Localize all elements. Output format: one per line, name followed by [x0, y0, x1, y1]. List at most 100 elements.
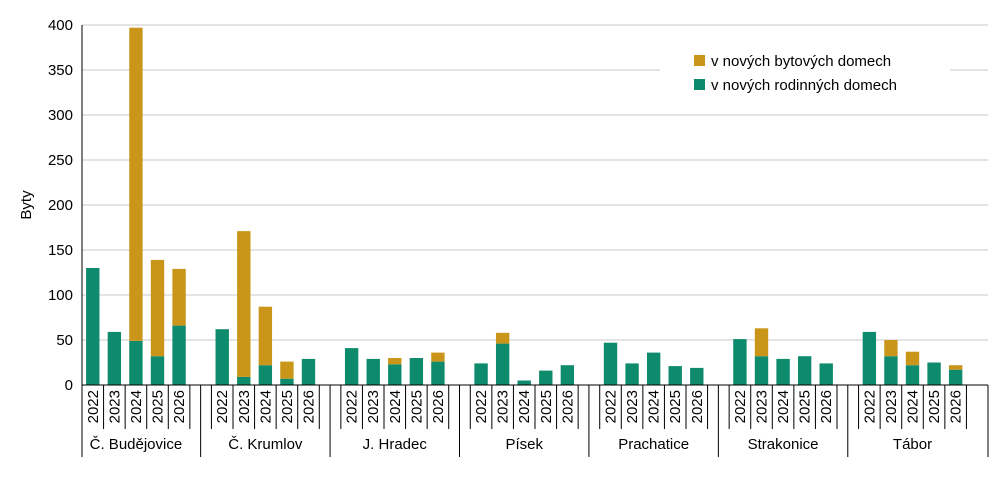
y-tick-label: 350: [48, 62, 73, 79]
x-tick-year-label: 2022: [85, 390, 102, 423]
x-tick-year-label: 2025: [408, 390, 425, 423]
x-tick-year-label: 2024: [516, 390, 533, 423]
x-tick-year-label: 2022: [344, 390, 361, 423]
x-group-label: Písek: [505, 436, 543, 453]
x-tick-year-label: 2024: [128, 390, 145, 423]
x-group-label: Strakonice: [748, 436, 819, 453]
bar-rodinne: [905, 365, 920, 385]
bar-rodinne: [495, 343, 510, 385]
bar-rodinne: [107, 331, 122, 385]
y-tick-label: 400: [48, 17, 73, 34]
x-tick-year-label: 2023: [495, 390, 512, 423]
bar-rodinne: [754, 356, 769, 385]
bar-rodinne: [215, 329, 229, 385]
x-tick-year-label: 2024: [387, 390, 404, 423]
bar-rodinne: [862, 331, 877, 385]
x-tick-year-label: 2022: [732, 390, 749, 423]
legend-label: v nových bytových domech: [711, 53, 891, 70]
bar-rodinne: [690, 367, 704, 385]
bar-rodinne: [431, 361, 445, 385]
x-group-label: J. Hradec: [363, 436, 428, 453]
x-tick-year-label: 2023: [106, 390, 123, 423]
x-tick-year-label: 2022: [861, 390, 878, 423]
x-tick-year-label: 2025: [150, 390, 167, 423]
x-tick-year-label: 2025: [797, 390, 814, 423]
bar-rodinne: [539, 370, 553, 385]
y-tick-label: 100: [48, 287, 73, 304]
x-tick-year-label: 2026: [559, 390, 576, 423]
bar-rodinne: [129, 340, 143, 385]
bar-rodinne: [625, 363, 639, 385]
x-tick-year-label: 2023: [883, 390, 900, 423]
bar-rodinne: [280, 378, 294, 385]
x-group-label: Tábor: [893, 436, 932, 453]
bar-rodinne: [668, 366, 682, 385]
x-tick-year-label: 2024: [646, 390, 663, 423]
x-tick-year-label: 2022: [473, 390, 490, 423]
bar-rodinne: [884, 356, 898, 385]
x-tick-year-label: 2025: [926, 390, 943, 423]
y-tick-label: 300: [48, 107, 73, 124]
y-tick-label: 0: [65, 377, 73, 394]
bar-rodinne: [474, 363, 488, 385]
bar-bytove: [905, 351, 920, 366]
bar-bytove: [258, 306, 273, 366]
x-tick-year-label: 2024: [905, 390, 922, 423]
x-tick-year-label: 2026: [948, 390, 965, 423]
x-tick-year-label: 2025: [667, 390, 684, 423]
bars: [86, 27, 963, 385]
bar-bytove: [431, 352, 445, 362]
y-axis-label: Byty: [18, 190, 35, 220]
bar-rodinne: [366, 358, 380, 385]
bar-rodinne: [409, 358, 424, 385]
bar-rodinne: [388, 364, 402, 385]
bar-rodinne: [344, 348, 359, 385]
x-tick-year-label: 2026: [430, 390, 447, 423]
legend: v nových bytových domech v nových rodinný…: [660, 42, 950, 100]
bar-rodinne: [258, 365, 273, 385]
x-tick-year-label: 2026: [689, 390, 706, 423]
bar-rodinne: [172, 325, 186, 385]
bar-bytove: [754, 328, 769, 357]
y-tick-label: 150: [48, 242, 73, 259]
x-tick-year-label: 2026: [818, 390, 835, 423]
bar-rodinne: [301, 358, 316, 385]
bar-rodinne: [603, 342, 618, 385]
x-tick-year-label: 2026: [301, 390, 318, 423]
legend-label: v nových rodinných domech: [711, 77, 897, 94]
x-tick-year-label: 2024: [257, 390, 274, 423]
bar-rodinne: [776, 358, 790, 385]
y-tick-label: 200: [48, 197, 73, 214]
bar-rodinne: [560, 365, 575, 385]
x-tick-year-label: 2026: [171, 390, 188, 423]
gridlines: [82, 24, 988, 341]
bar-bytove: [884, 340, 898, 357]
x-tick-year-label: 2022: [603, 390, 620, 423]
bar-bytove: [948, 365, 963, 370]
x-group-label: Č. Krumlov: [228, 436, 303, 453]
x-tick-year-label: 2023: [365, 390, 382, 423]
bar-rodinne: [150, 356, 165, 385]
y-tick-label: 50: [56, 332, 73, 349]
x-tick-year-label: 2023: [624, 390, 641, 423]
bar-rodinne: [797, 356, 812, 385]
bar-bytove: [280, 361, 294, 379]
x-group-label: Prachatice: [618, 436, 689, 453]
x-tick-year-label: 2023: [236, 390, 253, 423]
bar-rodinne: [948, 369, 963, 385]
x-tick-year-label: 2025: [538, 390, 555, 423]
bar-rodinne: [237, 376, 251, 385]
legend-swatch: [694, 55, 705, 66]
bar-bytove: [388, 358, 402, 365]
bar-bytove: [150, 259, 165, 357]
bar-rodinne: [517, 380, 531, 385]
bar-bytove: [237, 231, 251, 377]
bar-rodinne: [646, 352, 661, 385]
bar-rodinne: [927, 362, 941, 385]
bar-bytove: [129, 27, 143, 341]
x-tick-year-label: 2023: [754, 390, 771, 423]
x-tick-year-label: 2022: [214, 390, 231, 423]
x-group-label: Č. Budějovice: [90, 436, 183, 453]
legend-background: [660, 42, 950, 100]
